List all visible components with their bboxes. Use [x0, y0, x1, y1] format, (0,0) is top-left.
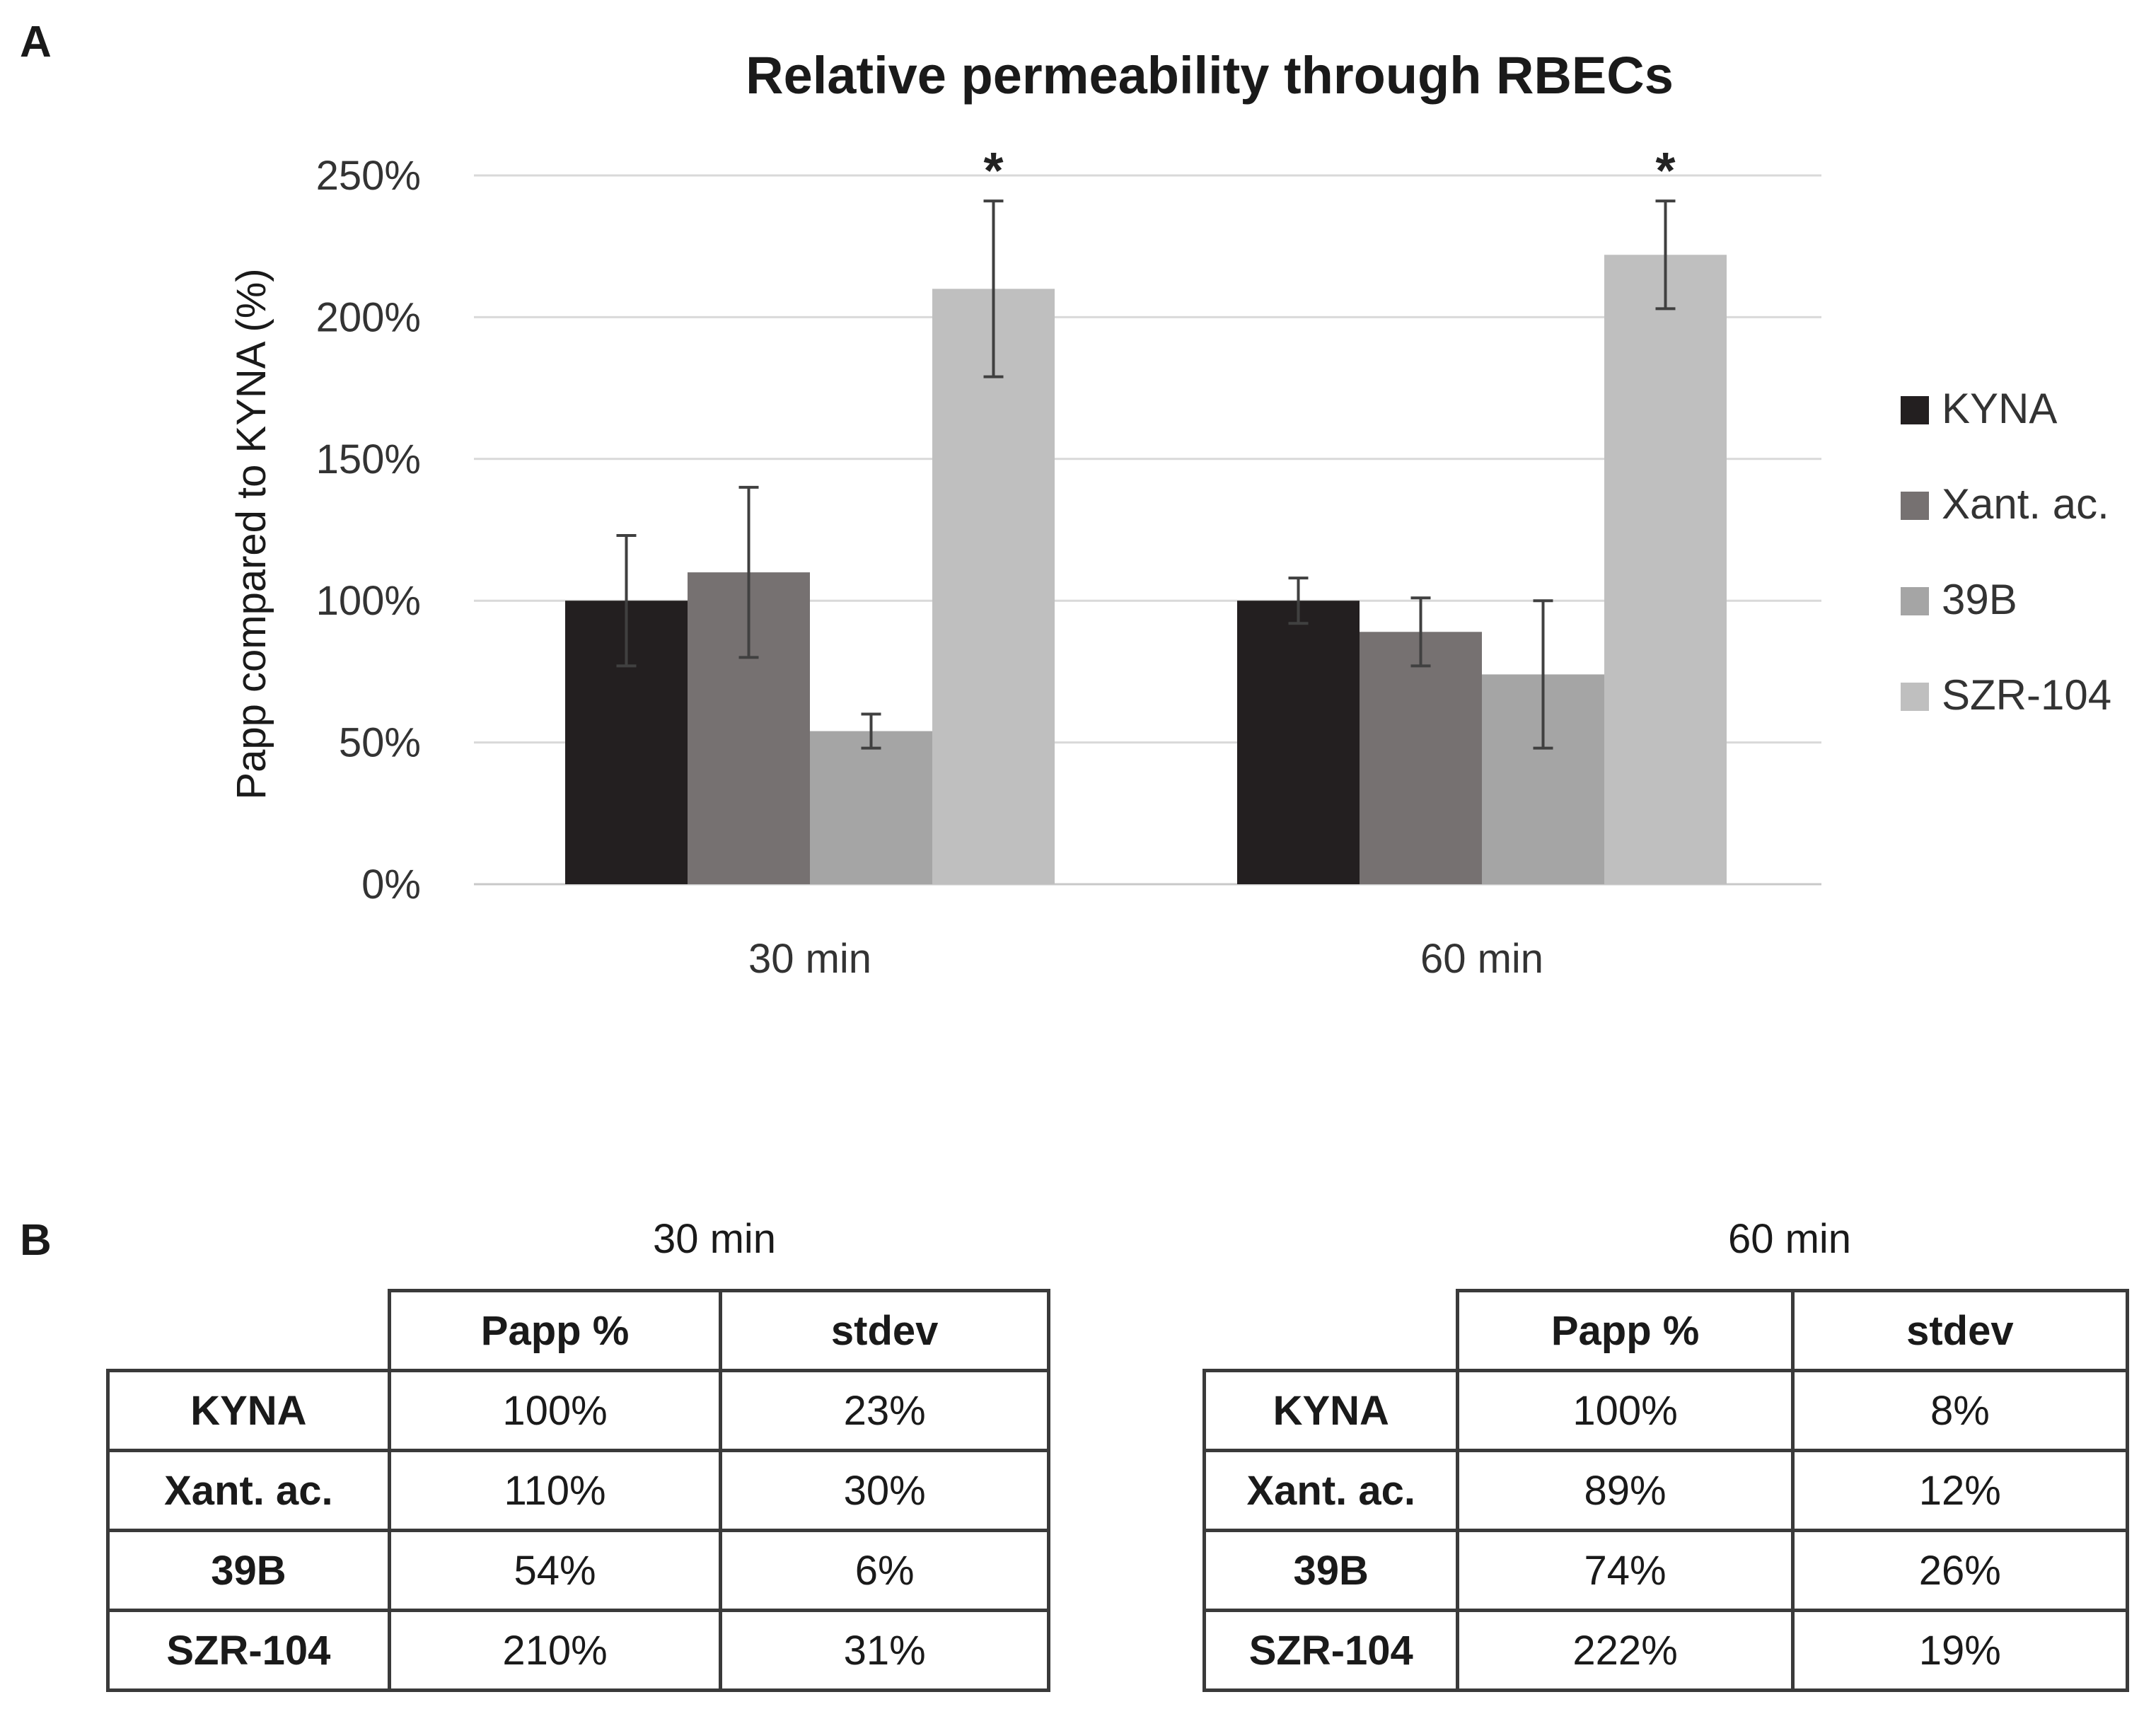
header-papp: Papp % — [387, 1289, 723, 1372]
chart-title: Relative permeability through RBECs — [746, 46, 1674, 105]
bar — [810, 731, 932, 884]
stdev-value: 26% — [1790, 1529, 2130, 1612]
table-60min-title: 60 min — [1727, 1216, 1852, 1262]
y-axis-label: Papp compared to KYNA (%) — [228, 268, 274, 799]
y-tick-label: 150% — [316, 436, 421, 482]
panel-b-label: B — [20, 1216, 52, 1265]
stdev-value: 12% — [1790, 1449, 2130, 1532]
papp-value: 210% — [387, 1609, 723, 1692]
table-row: KYNA 100% 8% — [1202, 1369, 2130, 1452]
y-tick-label: 0% — [361, 862, 421, 908]
significance-marker: * — [983, 143, 1003, 199]
legend-label: KYNA — [1942, 385, 2057, 432]
significance-marker: * — [1655, 143, 1675, 199]
legend-label: 39B — [1942, 576, 2017, 623]
papp-value: 222% — [1456, 1609, 1795, 1692]
table-row: 39B 74% 26% — [1202, 1529, 2130, 1612]
row-label: Xant. ac. — [1202, 1449, 1460, 1532]
y-tick-label: 250% — [316, 153, 421, 199]
table-row: KYNA 100% 23% — [106, 1369, 1050, 1452]
header-stdev: stdev — [1790, 1289, 2130, 1372]
table-row: SZR-104 210% 31% — [106, 1609, 1050, 1692]
stdev-value: 19% — [1790, 1609, 2130, 1692]
stdev-value: 6% — [719, 1529, 1050, 1612]
bar — [1360, 632, 1482, 884]
row-label: 39B — [1202, 1529, 1460, 1612]
papp-value: 74% — [1456, 1529, 1795, 1612]
stdev-value: 23% — [719, 1369, 1050, 1452]
table-corner — [1204, 1290, 1460, 1372]
table-row: SZR-104 222% 19% — [1202, 1609, 2130, 1692]
stdev-value: 30% — [719, 1449, 1050, 1532]
papp-value: 89% — [1456, 1449, 1795, 1532]
row-label: SZR-104 — [106, 1609, 391, 1692]
row-label: KYNA — [106, 1369, 391, 1452]
y-tick-label: 200% — [316, 294, 421, 340]
row-label: KYNA — [1202, 1369, 1460, 1452]
table-row: Xant. ac. 110% 30% — [106, 1449, 1050, 1532]
x-tick-label: 30 min — [748, 936, 871, 982]
papp-value: 100% — [387, 1369, 723, 1452]
papp-value: 54% — [387, 1529, 723, 1612]
legend-label: SZR-104 — [1942, 671, 2111, 719]
y-tick-label: 50% — [339, 720, 421, 766]
table-corner — [108, 1290, 391, 1372]
table-row: Xant. ac. 89% 12% — [1202, 1449, 2130, 1532]
table-header-row: Papp % stdev — [108, 1289, 1050, 1372]
stdev-value: 8% — [1790, 1369, 2130, 1452]
table-30min-title: 30 min — [652, 1216, 777, 1262]
row-label: SZR-104 — [1202, 1609, 1460, 1692]
header-stdev: stdev — [719, 1289, 1050, 1372]
bar — [1237, 601, 1360, 884]
bar — [1604, 255, 1727, 884]
legend-swatch — [1901, 683, 1929, 711]
stdev-value: 31% — [719, 1609, 1050, 1692]
table-60min: Papp % stdev KYNA 100% 8% Xant. ac. 89% … — [1202, 1289, 2130, 1692]
table-header-row: Papp % stdev — [1204, 1289, 2130, 1372]
row-label: Xant. ac. — [106, 1449, 391, 1532]
bar-chart: Relative permeability through RBECs Papp… — [228, 46, 2111, 982]
papp-value: 110% — [387, 1449, 723, 1532]
table-30min: Papp % stdev KYNA 100% 23% Xant. ac. 110… — [106, 1289, 1050, 1692]
legend-label: Xant. ac. — [1942, 480, 2109, 528]
legend-swatch — [1901, 587, 1929, 615]
legend-swatch — [1901, 492, 1929, 520]
legend-swatch — [1901, 396, 1929, 424]
bar — [932, 289, 1055, 884]
y-tick-label: 100% — [316, 578, 421, 624]
row-label: 39B — [106, 1529, 391, 1612]
header-papp: Papp % — [1456, 1289, 1795, 1372]
x-tick-label: 60 min — [1420, 936, 1543, 982]
table-row: 39B 54% 6% — [106, 1529, 1050, 1612]
panel-a-label: A — [20, 18, 52, 66]
papp-value: 100% — [1456, 1369, 1795, 1452]
